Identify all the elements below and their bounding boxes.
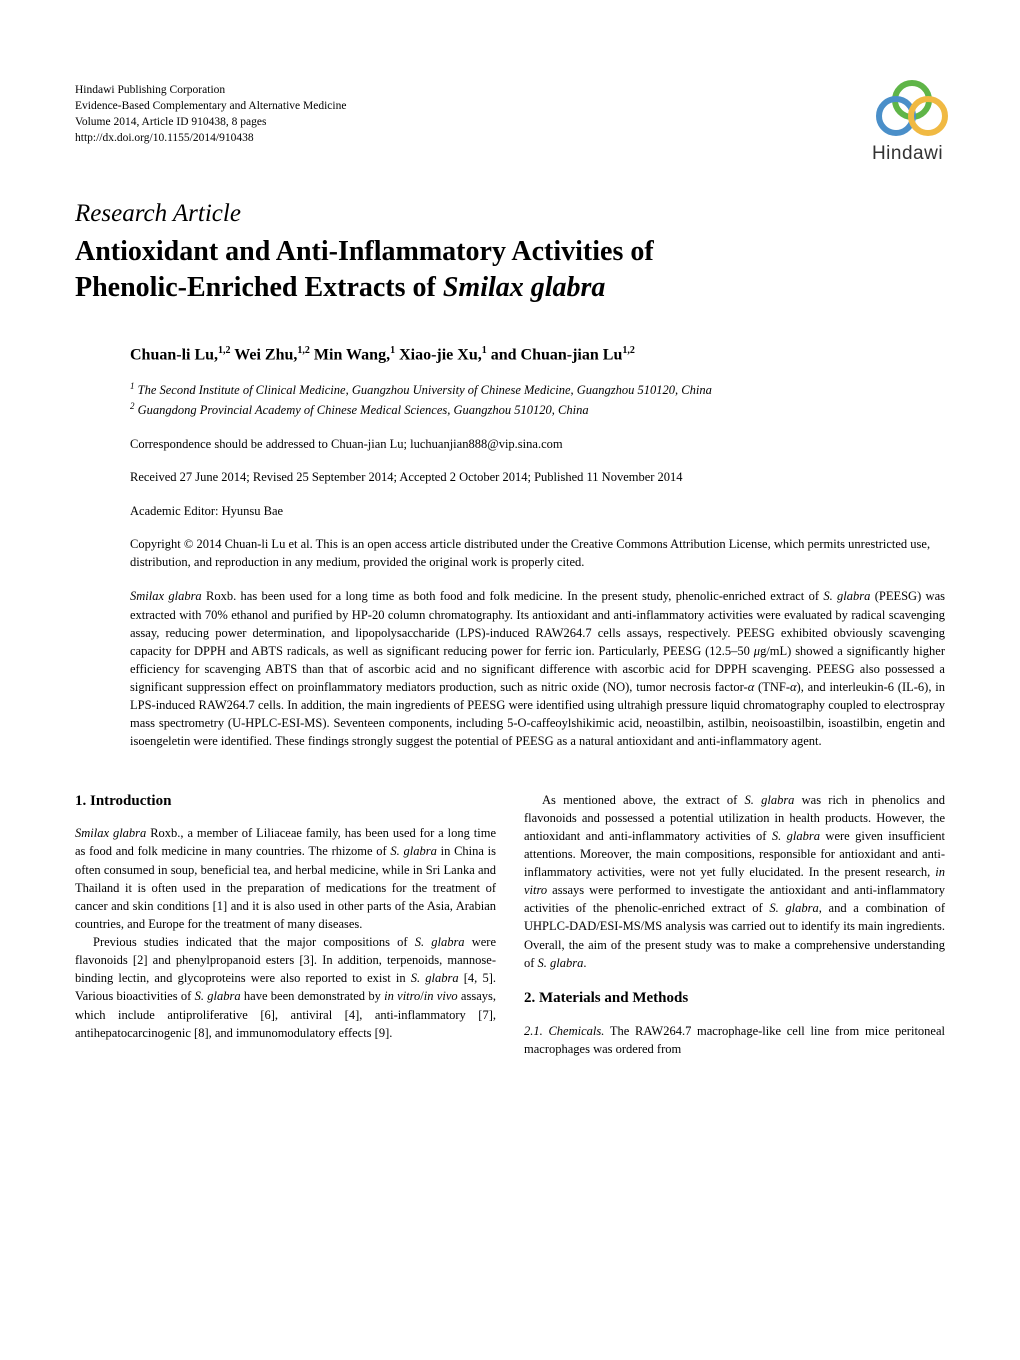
intro-paragraph-1: Smilax glabra Roxb., a member of Liliace…: [75, 824, 496, 933]
journal-name: Evidence-Based Complementary and Alterna…: [75, 98, 346, 114]
affiliation-2: 2 Guangdong Provincial Academy of Chines…: [130, 400, 945, 420]
authors-list: Chuan-li Lu,1,2 Wei Zhu,1,2 Min Wang,1 X…: [130, 345, 945, 364]
publisher-name: Hindawi Publishing Corporation: [75, 82, 346, 98]
publisher-logo: Hindawi: [870, 78, 945, 165]
intro-paragraph-2: Previous studies indicated that the majo…: [75, 933, 496, 1042]
body-columns: 1. Introduction Smilax glabra Roxb., a m…: [75, 791, 945, 1058]
article-type: Research Article: [75, 200, 945, 228]
academic-editor: Academic Editor: Hyunsu Bae: [130, 503, 945, 521]
article-dates: Received 27 June 2014; Revised 25 Septem…: [130, 469, 945, 487]
methods-paragraph-1: 2.1. Chemicals. The RAW264.7 macrophage-…: [524, 1022, 945, 1058]
article-title: Antioxidant and Anti-Inflammatory Activi…: [75, 234, 945, 307]
left-column: 1. Introduction Smilax glabra Roxb., a m…: [75, 791, 496, 1058]
affiliation-1: 1 The Second Institute of Clinical Medic…: [130, 380, 945, 400]
section-heading-introduction: 1. Introduction: [75, 791, 496, 813]
copyright-notice: Copyright © 2014 Chuan-li Lu et al. This…: [130, 536, 945, 571]
abstract: Smilax glabra Roxb. has been used for a …: [130, 587, 945, 750]
logo-text: Hindawi: [872, 143, 943, 165]
subsection-chemicals: 2.1. Chemicals.: [524, 1024, 604, 1038]
doi-link: http://dx.doi.org/10.1155/2014/910438: [75, 130, 346, 146]
correspondence: Correspondence should be addressed to Ch…: [130, 436, 945, 454]
hindawi-logo-icon: [870, 78, 945, 138]
section-heading-methods: 2. Materials and Methods: [524, 988, 945, 1010]
affiliations: 1 The Second Institute of Clinical Medic…: [130, 380, 945, 420]
right-column: As mentioned above, the extract of S. gl…: [524, 791, 945, 1058]
intro-paragraph-3: As mentioned above, the extract of S. gl…: [524, 791, 945, 972]
publication-header: Hindawi Publishing Corporation Evidence-…: [75, 82, 346, 146]
volume-info: Volume 2014, Article ID 910438, 8 pages: [75, 114, 346, 130]
